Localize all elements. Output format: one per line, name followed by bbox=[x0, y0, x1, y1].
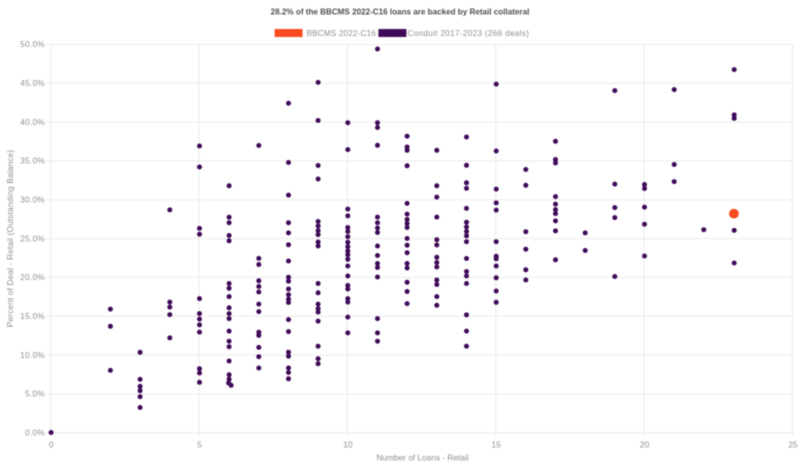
svg-text:15: 15 bbox=[492, 440, 502, 450]
svg-text:50.0%: 50.0% bbox=[20, 40, 45, 49]
svg-text:0: 0 bbox=[49, 440, 54, 450]
svg-text:5: 5 bbox=[197, 440, 202, 450]
svg-text:40.0%: 40.0% bbox=[20, 118, 45, 127]
svg-text:Percent of Deal - Retail (Outs: Percent of Deal - Retail (Outstanding Ba… bbox=[5, 150, 15, 328]
svg-text:25: 25 bbox=[788, 440, 798, 450]
svg-text:25.0%: 25.0% bbox=[20, 234, 45, 243]
svg-text:0.0%: 0.0% bbox=[25, 429, 45, 438]
svg-text:45.0%: 45.0% bbox=[20, 79, 45, 88]
svg-text:20: 20 bbox=[640, 440, 650, 450]
svg-text:15.0%: 15.0% bbox=[20, 312, 45, 321]
svg-text:Conduit 2017-2023 (266 deals): Conduit 2017-2023 (266 deals) bbox=[408, 29, 530, 38]
svg-text:20.0%: 20.0% bbox=[20, 273, 45, 282]
svg-text:5.0%: 5.0% bbox=[25, 390, 45, 399]
svg-text:35.0%: 35.0% bbox=[20, 157, 45, 166]
svg-text:28.2% of the BBCMS 2022-C16 lo: 28.2% of the BBCMS 2022-C16 loans are ba… bbox=[271, 7, 530, 16]
svg-text:Number of Loans - Retail: Number of Loans - Retail bbox=[376, 453, 468, 463]
svg-text:BBCMS 2022-C16: BBCMS 2022-C16 bbox=[307, 29, 377, 38]
svg-text:10: 10 bbox=[343, 440, 353, 450]
svg-text:30.0%: 30.0% bbox=[20, 196, 45, 205]
svg-text:10.0%: 10.0% bbox=[20, 351, 45, 360]
